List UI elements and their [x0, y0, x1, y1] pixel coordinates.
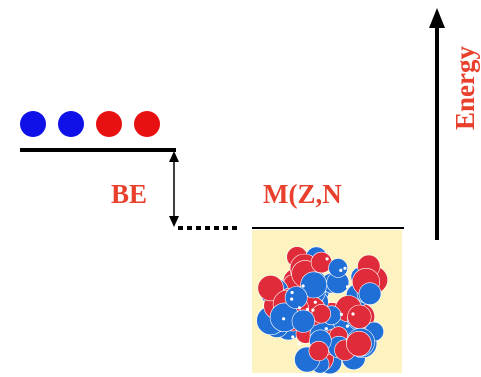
proton-particle	[134, 111, 160, 137]
nucleus-mass-label: M(Z,N	[263, 179, 342, 209]
neutron-particle	[58, 111, 84, 137]
free-nucleons	[20, 111, 160, 137]
nucleus-image	[252, 230, 402, 375]
energy-axis-label: Energy	[450, 46, 480, 130]
proton-particle	[96, 111, 122, 137]
binding-energy-arrow	[169, 151, 179, 227]
binding-energy-label: BE	[111, 179, 147, 209]
energy-axis-arrow	[429, 8, 445, 240]
neutron-particle	[20, 111, 46, 137]
